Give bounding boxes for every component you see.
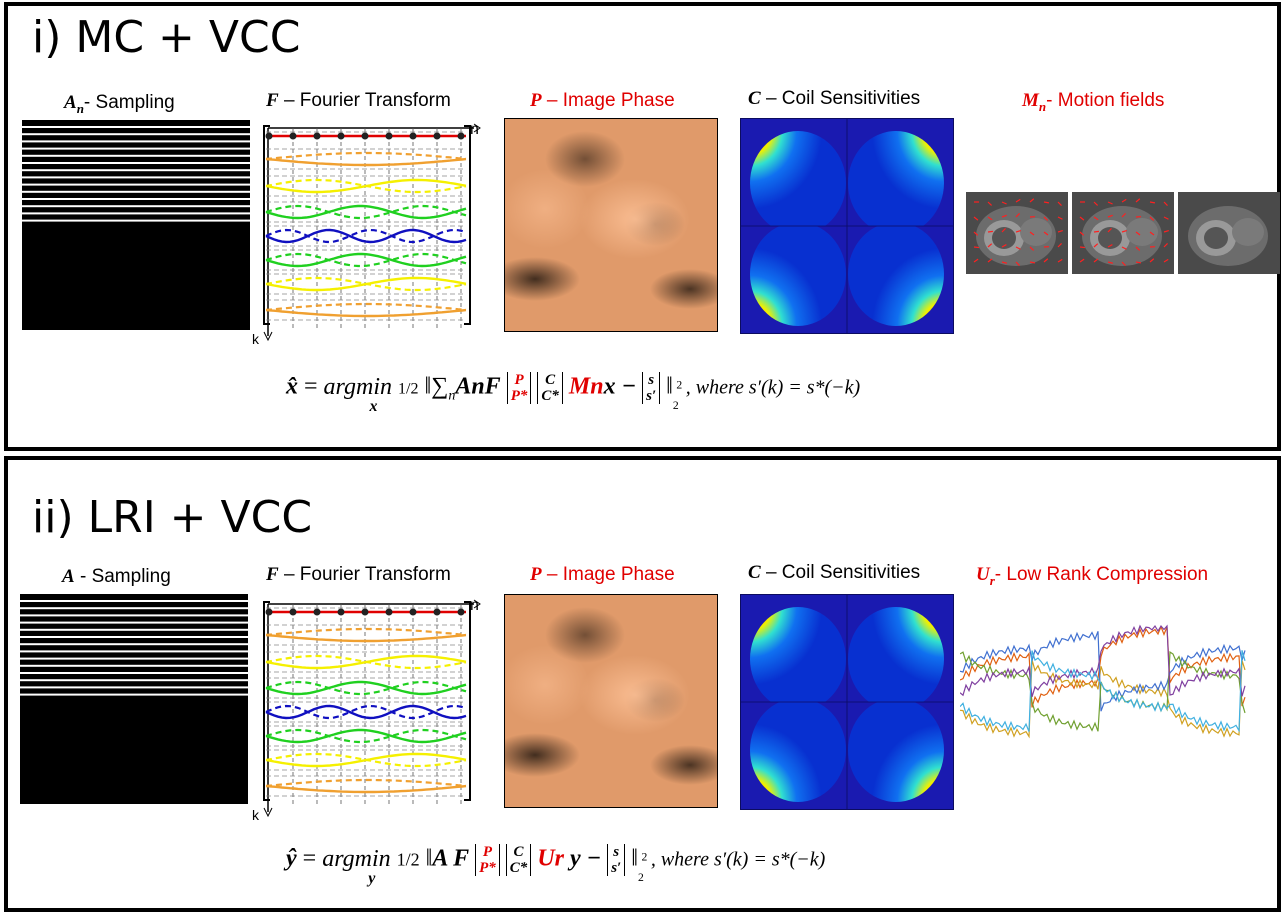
- formula-mc: x̂ = argmin x 1/2 ‖∑nAnF P P* C C* Mnx − s…: [286, 372, 861, 415]
- low-rank-curves: [960, 624, 1246, 739]
- sampling-line: [20, 664, 248, 667]
- axis-k-label: k: [252, 807, 260, 822]
- panel-mc-vcc: i) MC + VCC An- Sampling F – Fourier Tra…: [4, 2, 1281, 451]
- motion-label: Mn- Motion fields: [1022, 90, 1165, 114]
- sampling-line: [22, 162, 250, 164]
- sampling-line: [20, 600, 248, 602]
- sampling-line: [20, 636, 248, 638]
- sampling-line: [20, 643, 248, 646]
- component-curve: [960, 651, 1246, 732]
- sampling-line: [20, 672, 248, 674]
- lowrank-label: Ur- Low Rank Compression: [976, 564, 1209, 588]
- fourier-waves: [263, 123, 481, 342]
- sampling-line: [22, 140, 250, 143]
- fourier-diagram: n k: [252, 121, 481, 346]
- sampling-line: [22, 198, 250, 200]
- coil-sensitivities: [740, 118, 954, 334]
- motion-field-3: [1178, 192, 1280, 274]
- sampling-line: [22, 183, 250, 186]
- sampling-line: [22, 190, 250, 193]
- panel-lri-vcc: ii) LRI + VCC A - Sampling F – Fourier T…: [4, 456, 1281, 912]
- sampling-line: [22, 212, 250, 215]
- sampling-line: [20, 621, 248, 624]
- sampling-line: [20, 607, 248, 610]
- sampling-line: [20, 657, 248, 660]
- panel-title: ii) LRI + VCC: [32, 492, 313, 543]
- phase-label: P – Image Phase: [530, 90, 675, 111]
- sampling-line: [20, 614, 248, 617]
- fourier-diagram: n k: [252, 597, 481, 822]
- axis-k-label: k: [252, 331, 260, 346]
- sampling-line: [22, 205, 250, 208]
- sampling-pattern: [20, 594, 248, 804]
- sampling-pattern: [22, 120, 250, 330]
- component-curve: [960, 625, 1246, 708]
- component-curve: [960, 659, 1246, 739]
- component-curve: [960, 624, 1246, 698]
- sampling-line: [22, 147, 250, 150]
- sampling-line: [22, 154, 250, 157]
- fourier-label: F – Fourier Transform: [266, 564, 451, 585]
- sampling-line: [20, 628, 248, 631]
- sampling-line: [20, 693, 248, 696]
- sampling-line: [22, 126, 250, 128]
- sampling-line: [22, 219, 250, 222]
- sampling-line: [20, 679, 248, 682]
- phase-label: P – Image Phase: [530, 564, 675, 585]
- formula-lri: ŷ = argmin y 1/2 ‖A F P P* C C* Ur y − s s′…: [286, 844, 826, 887]
- fourier-label: F – Fourier Transform: [266, 90, 451, 111]
- fourier-waves: [263, 599, 481, 818]
- axis-n-label: n: [470, 597, 479, 614]
- image-phase: [504, 594, 718, 808]
- motion-field-1: [966, 192, 1068, 274]
- sampling-line: [22, 176, 250, 179]
- sampling-label: An- Sampling: [64, 92, 175, 116]
- axis-n-label: n: [470, 121, 479, 138]
- coil-label: C – Coil Sensitivities: [748, 88, 921, 109]
- coil-sensitivities: [740, 594, 954, 810]
- sampling-line: [20, 650, 248, 653]
- sampling-line: [20, 686, 248, 689]
- sampling-label: A - Sampling: [62, 566, 171, 587]
- component-curve: [960, 631, 1246, 712]
- sampling-line: [22, 169, 250, 172]
- image-phase: [504, 118, 718, 332]
- sampling-line: [22, 133, 250, 136]
- component-curve: [960, 650, 1246, 733]
- coil-label: C – Coil Sensitivities: [748, 562, 921, 583]
- motion-field-2: [1072, 192, 1174, 274]
- panel-title: i) MC + VCC: [32, 12, 301, 63]
